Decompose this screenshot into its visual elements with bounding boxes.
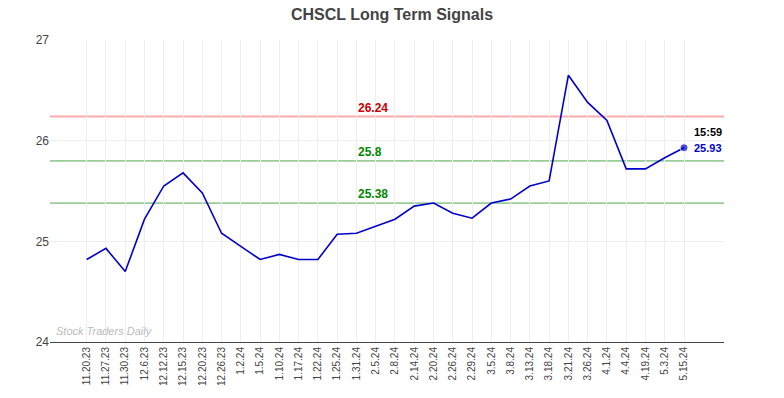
svg-text:15:59: 15:59 xyxy=(694,126,722,138)
svg-text:11.27.23: 11.27.23 xyxy=(100,347,111,386)
svg-text:1.17.24: 1.17.24 xyxy=(293,347,304,381)
svg-text:27: 27 xyxy=(36,33,50,47)
svg-text:3.8.24: 3.8.24 xyxy=(505,347,516,375)
svg-text:1.31.24: 1.31.24 xyxy=(351,347,362,381)
svg-text:5.15.24: 5.15.24 xyxy=(678,347,689,381)
svg-text:26: 26 xyxy=(36,134,50,148)
svg-text:25: 25 xyxy=(36,235,50,249)
svg-text:12.26.23: 12.26.23 xyxy=(216,347,227,386)
svg-text:1.25.24: 1.25.24 xyxy=(331,347,342,381)
svg-text:2.14.24: 2.14.24 xyxy=(409,347,420,381)
svg-text:11.20.23: 11.20.23 xyxy=(81,347,92,386)
svg-text:4.19.24: 4.19.24 xyxy=(640,347,651,381)
svg-text:25.8: 25.8 xyxy=(358,145,382,159)
svg-text:3.21.24: 3.21.24 xyxy=(563,347,574,381)
svg-text:3.26.24: 3.26.24 xyxy=(582,347,593,381)
svg-text:1.10.24: 1.10.24 xyxy=(274,347,285,381)
svg-text:12.15.23: 12.15.23 xyxy=(177,347,188,386)
svg-text:25.38: 25.38 xyxy=(358,187,388,201)
svg-text:11.30.23: 11.30.23 xyxy=(119,347,130,386)
svg-text:4.1.24: 4.1.24 xyxy=(601,347,612,375)
svg-text:2.8.24: 2.8.24 xyxy=(389,347,400,375)
svg-text:1.22.24: 1.22.24 xyxy=(312,347,323,381)
svg-text:4.4.24: 4.4.24 xyxy=(620,347,631,375)
svg-text:3.5.24: 3.5.24 xyxy=(486,347,497,375)
svg-text:2.29.24: 2.29.24 xyxy=(466,347,477,381)
svg-text:2.20.24: 2.20.24 xyxy=(428,347,439,381)
svg-text:26.24: 26.24 xyxy=(358,101,388,115)
svg-text:12.6.23: 12.6.23 xyxy=(139,347,150,381)
svg-text:2.5.24: 2.5.24 xyxy=(370,347,381,375)
svg-text:12.12.23: 12.12.23 xyxy=(158,347,169,386)
svg-text:24: 24 xyxy=(36,335,50,349)
svg-text:3.13.24: 3.13.24 xyxy=(524,347,535,381)
svg-text:12.20.23: 12.20.23 xyxy=(197,347,208,386)
svg-text:CHSCL Long Term Signals: CHSCL Long Term Signals xyxy=(291,6,493,23)
svg-text:1.5.24: 1.5.24 xyxy=(254,347,265,375)
svg-text:5.3.24: 5.3.24 xyxy=(659,347,670,375)
svg-text:2.26.24: 2.26.24 xyxy=(447,347,458,381)
svg-text:3.18.24: 3.18.24 xyxy=(543,347,554,381)
svg-text:1.2.24: 1.2.24 xyxy=(235,347,246,375)
svg-text:Stock Traders Daily: Stock Traders Daily xyxy=(56,325,153,337)
svg-text:25.93: 25.93 xyxy=(694,142,722,154)
